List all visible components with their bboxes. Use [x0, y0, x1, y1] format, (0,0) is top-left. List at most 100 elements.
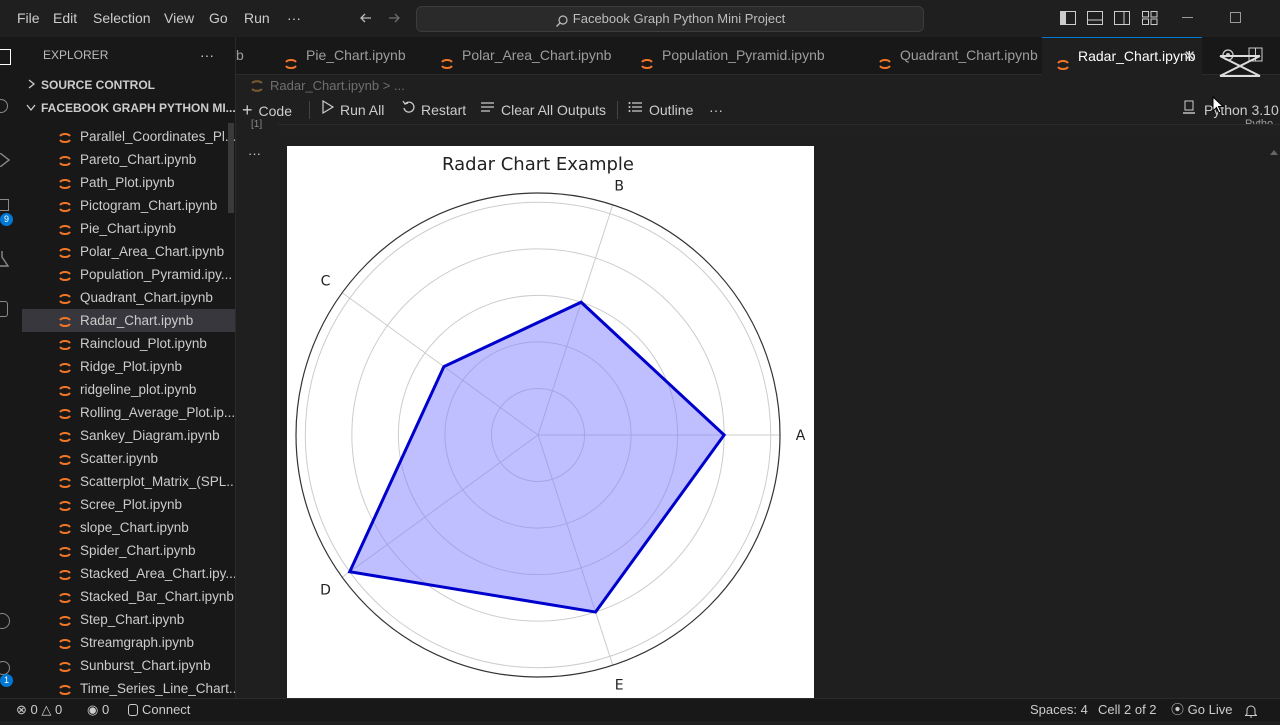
toggle-secondary-sidebar-icon[interactable] [1114, 11, 1130, 30]
restart-button[interactable]: Restart [402, 99, 466, 121]
sidebar-file-item[interactable]: Sunburst_Chart.ipynb [22, 654, 235, 677]
run-debug-icon[interactable] [0, 152, 11, 172]
menu-edit[interactable]: Edit [53, 10, 78, 26]
file-label: Polar_Area_Chart.ipynb [80, 244, 225, 259]
file-label: ridgeline_plot.ipynb [80, 382, 197, 397]
toggle-panel-icon[interactable] [1087, 11, 1103, 30]
sidebar-file-item[interactable]: Pictogram_Chart.ipynb [22, 194, 235, 217]
ports-indicator[interactable]: ◉ 0 [87, 699, 109, 721]
tab-population_pyramid[interactable]: Population_Pyramid.ipynb [626, 37, 858, 74]
spaces-indicator[interactable]: Spaces: 4 [1030, 702, 1088, 717]
sidebar-file-item[interactable]: Radar_Chart.ipynb [22, 309, 235, 332]
source-control-icon[interactable] [0, 199, 9, 211]
sidebar-file-item[interactable]: Polar_Area_Chart.ipynb [22, 240, 235, 263]
tab-partial[interactable]: b [236, 37, 270, 74]
file-label: Parallel_Coordinates_Pl... [80, 129, 235, 144]
toolbar-more-button[interactable]: ··· [709, 102, 723, 118]
sidebar-file-item[interactable]: ridgeline_plot.ipynb [22, 378, 235, 401]
sidebar-file-item[interactable]: Rolling_Average_Plot.ip... [22, 401, 235, 424]
testing-icon[interactable] [0, 251, 10, 272]
run-all-button[interactable]: Run All [321, 99, 384, 121]
add-code-cell-button[interactable]: + Code [242, 99, 292, 121]
tab-quadrant_chart[interactable]: Quadrant_Chart.ipynb [864, 37, 1038, 74]
menu-run[interactable]: Run [244, 10, 270, 26]
search-view-icon[interactable] [0, 99, 8, 113]
sidebar-file-item[interactable]: slope_Chart.ipynb [22, 516, 235, 539]
sidebar-file-item[interactable]: Scree_Plot.ipynb [22, 493, 235, 516]
sidebar-file-item[interactable]: Quadrant_Chart.ipynb [22, 286, 235, 309]
tab-pie_chart[interactable]: Pie_Chart.ipynb [270, 37, 420, 74]
go-live-button[interactable]: ⦿ Go Live [1171, 699, 1232, 721]
file-label: Time_Series_Line_Chart... [80, 681, 235, 696]
file-label: Spider_Chart.ipynb [80, 543, 196, 558]
connect-button[interactable]: Connect [128, 699, 190, 721]
menu-view[interactable]: View [164, 10, 195, 26]
manage-gear-icon[interactable] [0, 661, 10, 675]
sidebar-file-item[interactable]: Pareto_Chart.ipynb [22, 148, 235, 171]
notifications-bell-icon[interactable] [1244, 703, 1258, 725]
folder-section[interactable]: FACEBOOK GRAPH PYTHON MI... [22, 97, 235, 119]
source-control-section[interactable]: SOURCE CONTROL [22, 74, 235, 96]
jupyter-notebook-icon [1056, 49, 1070, 71]
axis-label-e: E [615, 678, 624, 694]
ports-count: 0 [101, 702, 110, 717]
forward-arrow-icon[interactable] [386, 10, 402, 26]
toggle-sidebar-icon[interactable] [1060, 11, 1076, 30]
cell-indicator[interactable]: Cell 2 of 2 [1098, 702, 1157, 717]
notebook-icon [250, 79, 264, 93]
file-label: Radar_Chart.ipynb [80, 313, 194, 328]
file-label: Sunburst_Chart.ipynb [80, 658, 211, 673]
customize-layout-icon[interactable] [1142, 11, 1158, 30]
sidebar-file-item[interactable]: Scatter.ipynb [22, 447, 235, 470]
accounts-icon[interactable] [0, 613, 10, 629]
sidebar-scrollbar[interactable] [228, 123, 234, 213]
sidebar-file-item[interactable]: Population_Pyramid.ipy... [22, 263, 235, 286]
sidebar-file-item[interactable]: Step_Chart.ipynb [22, 608, 235, 631]
tab-label: Pie_Chart.ipynb [306, 47, 406, 63]
code-cell-bottom[interactable] [278, 124, 1280, 135]
explorer-sidebar: EXPLORER ··· SOURCE CONTROL FACEBOOK GRA… [22, 37, 236, 698]
problems-indicator[interactable]: ⊗ 0 △ 0 [16, 699, 62, 721]
sidebar-file-item[interactable]: Time_Series_Line_Chart... [22, 677, 235, 698]
menu-go[interactable]: Go [209, 10, 228, 26]
sidebar-file-item[interactable]: Pie_Chart.ipynb [22, 217, 235, 240]
restore-icon[interactable] [1230, 12, 1241, 23]
clear-all-icon [480, 99, 495, 121]
breadcrumb-label: Radar_Chart.ipynb > ... [270, 78, 405, 93]
scroll-up-icon[interactable] [1270, 150, 1278, 155]
sidebar-file-item[interactable]: Parallel_Coordinates_Pl... [22, 125, 235, 148]
sidebar-file-item[interactable]: Sankey_Diagram.ipynb [22, 424, 235, 447]
menu-file[interactable]: File [17, 10, 40, 26]
jupyter-notebook-icon [284, 48, 298, 70]
watermark-logo-icon [1218, 48, 1262, 89]
breadcrumb[interactable]: Radar_Chart.ipynb > ... [250, 76, 405, 96]
menu-more[interactable]: ··· [287, 10, 301, 26]
tab-label: Polar_Area_Chart.ipynb [462, 47, 612, 63]
file-label: Streamgraph.ipynb [80, 635, 195, 650]
sidebar-file-item[interactable]: Raincloud_Plot.ipynb [22, 332, 235, 355]
minimize-icon[interactable] [1182, 17, 1193, 18]
chevron-down-icon [26, 97, 36, 119]
folder-label: FACEBOOK GRAPH PYTHON MI... [41, 101, 236, 115]
explorer-icon[interactable] [0, 49, 11, 65]
sidebar-file-item[interactable]: Spider_Chart.ipynb [22, 539, 235, 562]
extensions-icon[interactable] [0, 301, 8, 317]
menu-selection[interactable]: Selection [93, 10, 151, 26]
outline-button[interactable]: Outline [628, 99, 693, 121]
sidebar-file-item[interactable]: Stacked_Bar_Chart.ipynb [22, 585, 235, 608]
tab-polar_area_chart[interactable]: Polar_Area_Chart.ipynb [426, 37, 620, 74]
sidebar-file-item[interactable]: Stacked_Area_Chart.ipy... [22, 562, 235, 585]
command-center-search[interactable]: Facebook Graph Python Mini Project [416, 6, 924, 32]
clear-outputs-button[interactable]: Clear All Outputs [480, 99, 606, 121]
sidebar-file-item[interactable]: Streamgraph.ipynb [22, 631, 235, 654]
polar-frame [295, 192, 781, 678]
jupyter-notebook-icon [58, 635, 72, 650]
sidebar-file-item[interactable]: Scatterplot_Matrix_(SPL... [22, 470, 235, 493]
output-more-button[interactable]: ··· [248, 146, 261, 161]
explorer-more-button[interactable]: ··· [200, 47, 214, 63]
close-tab-icon[interactable]: ✕ [1183, 48, 1196, 65]
tab-radar_chart[interactable]: Radar_Chart.ipynb ✕ [1042, 37, 1202, 75]
sidebar-file-item[interactable]: Ridge_Plot.ipynb [22, 355, 235, 378]
sidebar-file-item[interactable]: Path_Plot.ipynb [22, 171, 235, 194]
back-arrow-icon[interactable] [358, 10, 374, 26]
